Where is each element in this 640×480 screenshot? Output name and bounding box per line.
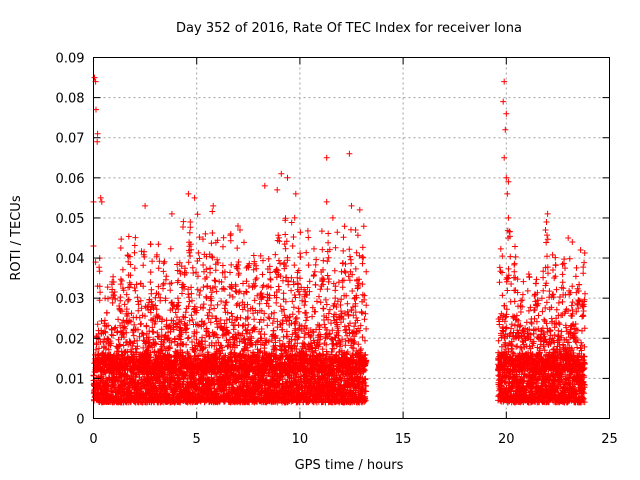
data-point [102,370,109,377]
data-point [119,266,126,273]
data-point [112,382,119,389]
data-point [117,294,124,301]
data-point [105,295,111,302]
data-point [111,385,117,392]
chart-title: Day 352 of 2016, Rate Of TEC Index for r… [176,21,522,36]
data-point [110,332,116,339]
data-point [96,268,103,275]
data-point [94,321,101,328]
data-point [117,245,124,251]
data-point [120,377,127,384]
data-point [110,273,117,280]
data-point [118,236,125,243]
data-points [90,74,588,406]
data-point [101,317,108,324]
data-point [97,289,104,296]
data-point [115,316,122,323]
data-point [103,309,110,316]
